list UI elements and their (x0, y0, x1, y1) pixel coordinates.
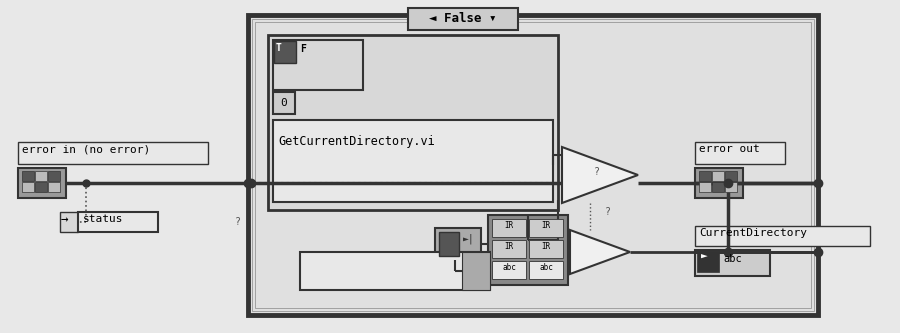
Bar (529, 240, 563, 258)
Bar (22, 171, 34, 181)
Bar (300, 252, 490, 290)
Bar (529, 261, 563, 279)
Text: abc: abc (723, 254, 742, 264)
Bar (488, 215, 568, 285)
Bar (725, 182, 737, 192)
Bar (255, 22, 811, 308)
Bar (248, 15, 818, 315)
Bar (408, 8, 518, 30)
Bar (60, 212, 78, 232)
Text: error in (no error): error in (no error) (22, 144, 150, 154)
Text: ►: ► (701, 252, 707, 262)
Bar (695, 250, 770, 276)
Bar (699, 182, 711, 192)
Bar (695, 168, 743, 198)
Bar (274, 41, 296, 63)
Text: error out: error out (699, 144, 760, 154)
Bar (273, 120, 553, 202)
Bar (439, 232, 459, 256)
Bar (492, 219, 526, 237)
Text: ◄ False ▾: ◄ False ▾ (429, 12, 497, 25)
Text: T: T (276, 43, 282, 53)
Bar (18, 168, 66, 198)
Text: IR: IR (542, 242, 551, 251)
Text: ?: ? (235, 217, 241, 227)
Bar (78, 212, 158, 232)
Bar (712, 182, 724, 192)
Bar (695, 226, 870, 246)
Bar (35, 182, 47, 192)
Bar (462, 252, 490, 290)
Bar (492, 261, 526, 279)
Text: status: status (83, 214, 123, 224)
Text: IR: IR (504, 221, 514, 230)
Bar (697, 252, 719, 272)
Text: →: → (61, 213, 68, 226)
Text: ?: ? (594, 167, 600, 177)
Text: ►|: ►| (463, 234, 475, 244)
Bar (492, 240, 526, 258)
Bar (699, 171, 711, 181)
Text: CurrentDirectory: CurrentDirectory (699, 228, 807, 238)
Polygon shape (570, 230, 630, 274)
Bar (48, 171, 60, 181)
Bar (695, 142, 785, 164)
Bar (712, 171, 724, 181)
Text: ?: ? (605, 207, 611, 217)
Bar (252, 19, 814, 311)
Bar (273, 92, 295, 114)
Text: IR: IR (504, 242, 514, 251)
Text: GetCurrentDirectory.vi: GetCurrentDirectory.vi (278, 135, 435, 148)
Bar (435, 228, 481, 260)
Bar (18, 142, 208, 164)
Bar (48, 182, 60, 192)
Text: abc: abc (539, 263, 553, 272)
Bar (725, 171, 737, 181)
Text: IR: IR (542, 221, 551, 230)
Polygon shape (562, 147, 638, 203)
Bar (35, 171, 47, 181)
Text: abc: abc (502, 263, 516, 272)
Bar (268, 35, 558, 210)
Text: F: F (300, 44, 306, 54)
Bar (22, 182, 34, 192)
Bar (273, 40, 363, 90)
Bar (529, 219, 563, 237)
Text: 0: 0 (281, 98, 287, 108)
